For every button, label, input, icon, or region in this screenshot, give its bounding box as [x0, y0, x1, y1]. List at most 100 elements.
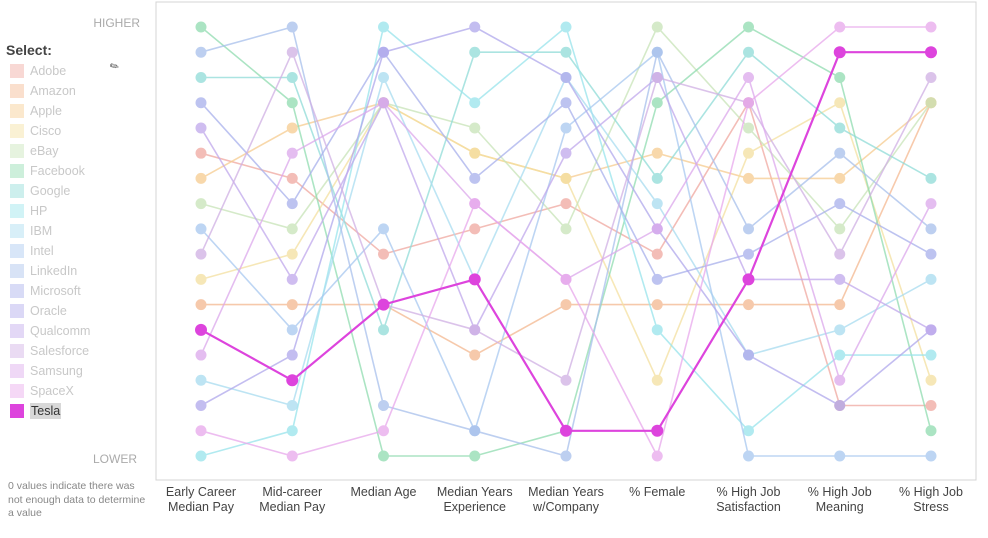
- data-point: [834, 223, 846, 235]
- legend-item-ebay[interactable]: eBay: [10, 142, 130, 162]
- data-point: [834, 147, 846, 159]
- series-cisco: [195, 97, 937, 386]
- legend-items: Adobe Amazon Apple Cisco eBay Facebook Google H…: [10, 62, 130, 422]
- x-tick-label-line: % High Job: [899, 485, 963, 499]
- legend-swatch: [10, 144, 24, 158]
- data-point: [560, 147, 572, 159]
- data-point: [195, 349, 207, 361]
- legend-swatch: [10, 104, 24, 118]
- data-point: [834, 299, 846, 311]
- x-tick-label: Median Age: [350, 485, 416, 499]
- data-point: [195, 172, 207, 184]
- data-point: [651, 299, 663, 311]
- data-point: [286, 46, 298, 58]
- data-point: [651, 424, 664, 437]
- legend-label: Oracle: [30, 304, 67, 318]
- data-point: [469, 450, 481, 462]
- data-point: [469, 21, 481, 33]
- data-point: [286, 248, 298, 260]
- data-point: [651, 21, 663, 33]
- data-point: [651, 198, 663, 210]
- x-tick-label-line: Mid-career: [262, 485, 322, 499]
- data-point: [560, 21, 572, 33]
- data-point: [834, 400, 846, 412]
- y-bottom-label: LOWER: [93, 452, 137, 466]
- data-point: [195, 400, 207, 412]
- legend-swatch: [10, 224, 24, 238]
- legend-item-intel[interactable]: Intel: [10, 242, 130, 262]
- legend-label: HP: [30, 204, 48, 218]
- legend-item-facebook[interactable]: Facebook: [10, 162, 130, 182]
- legend-item-oracle[interactable]: Oracle: [10, 302, 130, 322]
- x-tick-label-line: % High Job: [717, 485, 781, 499]
- legend-label: Salesforce: [30, 344, 90, 358]
- legend-item-qualcomm[interactable]: Qualcomm: [10, 322, 130, 342]
- data-point: [286, 400, 298, 412]
- legend-item-cisco[interactable]: Cisco: [10, 122, 130, 142]
- legend-item-ibm[interactable]: IBM: [10, 222, 130, 242]
- x-tick-label: Early Career Median Pay: [166, 485, 236, 514]
- data-point: [743, 223, 754, 235]
- legend-item-tesla[interactable]: Tesla: [10, 402, 130, 422]
- legend-swatch: [10, 164, 24, 178]
- series-line: [200, 101, 932, 180]
- data-point: [560, 71, 572, 83]
- legend-item-hp[interactable]: HP: [10, 202, 130, 222]
- data-point: [834, 71, 846, 83]
- legend-item-microsoft[interactable]: Microsoft: [10, 282, 130, 302]
- data-point: [743, 349, 754, 361]
- x-tick-label-line: Satisfaction: [716, 500, 781, 514]
- data-point: [469, 46, 481, 58]
- data-point: [834, 349, 846, 361]
- legend-label: Samsung: [30, 364, 83, 378]
- legend-swatch: [10, 184, 24, 198]
- data-point: [378, 248, 389, 260]
- data-point: [195, 198, 207, 210]
- series-line: [200, 51, 931, 432]
- data-point: [925, 172, 937, 184]
- y-top-label: HIGHER: [93, 16, 140, 30]
- data-point: [378, 324, 389, 336]
- data-point: [378, 425, 389, 437]
- data-point: [834, 97, 846, 109]
- x-tick-label: Median Years Experience: [437, 485, 513, 514]
- legend-item-spacex[interactable]: SpaceX: [10, 382, 130, 402]
- x-tick-label-line: w/Company: [532, 500, 600, 514]
- series-tesla: [195, 46, 937, 437]
- legend-item-google[interactable]: Google: [10, 182, 130, 202]
- data-point: [651, 97, 663, 109]
- legend-item-salesforce[interactable]: Salesforce: [10, 342, 130, 362]
- legend-item-linkedin[interactable]: LinkedIn: [10, 262, 130, 282]
- x-tick-label: % Female: [629, 485, 685, 499]
- series-intel: [195, 46, 937, 462]
- legend-item-adobe[interactable]: Adobe: [10, 62, 130, 82]
- x-tick-label: Mid-career Median Pay: [259, 485, 326, 514]
- data-point: [469, 425, 481, 437]
- x-tick-label-line: Median Years: [437, 485, 513, 499]
- data-point: [195, 425, 207, 437]
- legend-item-samsung[interactable]: Samsung: [10, 362, 130, 382]
- data-point: [834, 122, 846, 134]
- series-line: [201, 51, 932, 333]
- data-point: [651, 223, 663, 235]
- legend-swatch: [10, 344, 24, 358]
- data-point: [834, 450, 846, 462]
- data-point: [286, 374, 299, 387]
- data-point: [377, 298, 390, 311]
- data-point: [286, 299, 298, 311]
- legend-swatch: [10, 64, 24, 78]
- legend-label: Facebook: [30, 164, 85, 178]
- legend-swatch: [10, 84, 24, 98]
- x-tick-label: % High Job Satisfaction: [716, 485, 781, 514]
- legend-swatch: [10, 324, 24, 338]
- series-line: [200, 26, 932, 457]
- data-point: [469, 147, 481, 159]
- data-point: [925, 21, 937, 33]
- data-point: [378, 71, 389, 83]
- data-point: [195, 323, 207, 336]
- legend-item-amazon[interactable]: Amazon: [10, 82, 130, 102]
- data-point: [834, 374, 846, 386]
- legend-label: Adobe: [30, 64, 67, 78]
- data-point: [925, 324, 937, 336]
- legend-item-apple[interactable]: Apple: [10, 102, 130, 122]
